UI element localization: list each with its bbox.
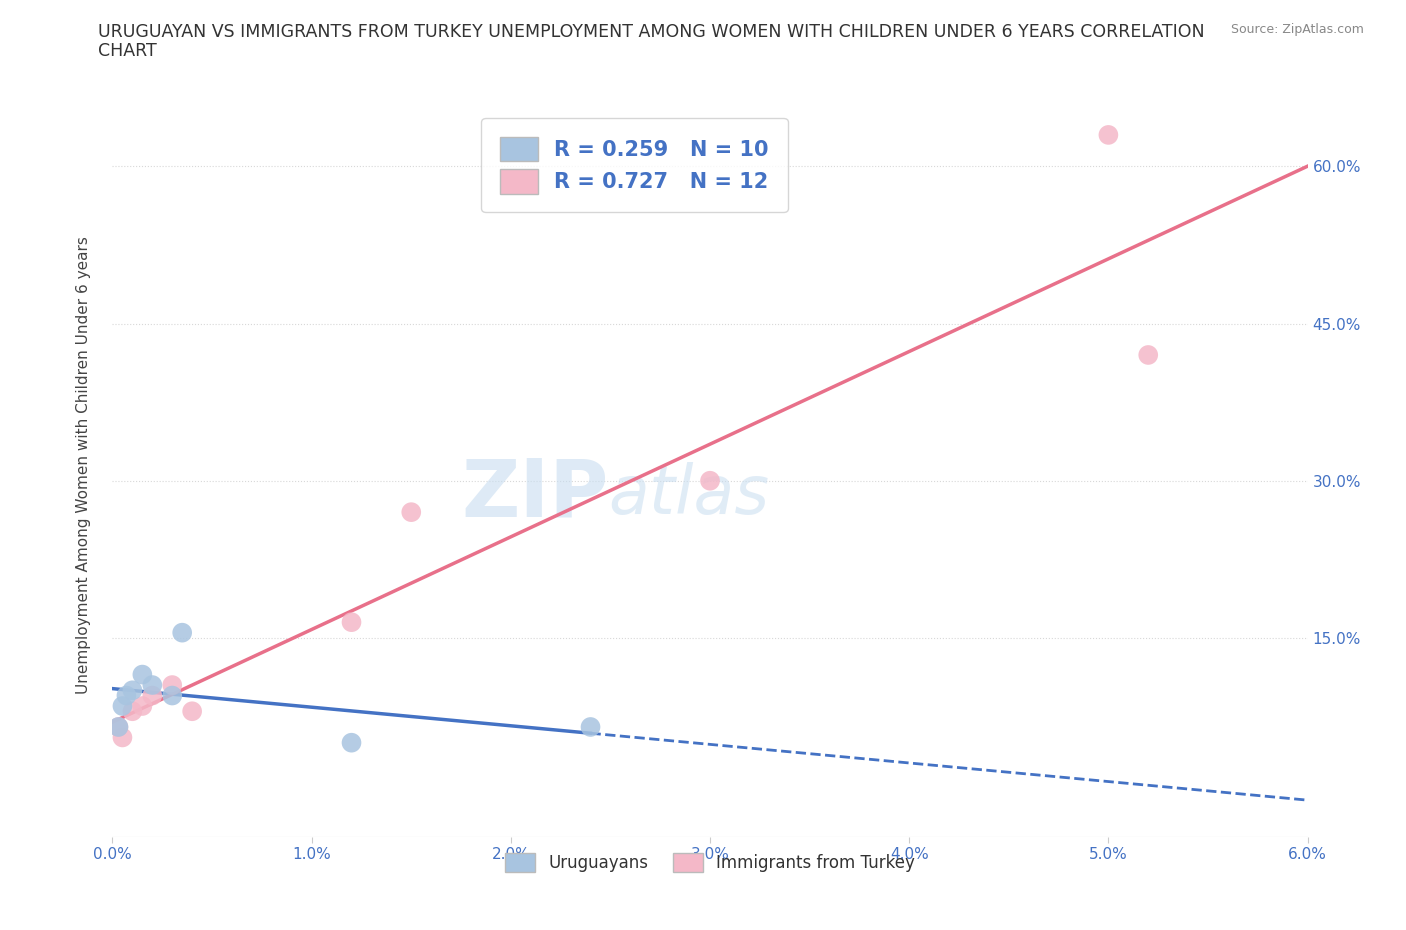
Point <box>131 698 153 713</box>
Y-axis label: Unemployment Among Women with Children Under 6 years: Unemployment Among Women with Children U… <box>76 236 91 694</box>
Point <box>107 720 129 735</box>
Point <box>121 683 143 698</box>
Point <box>141 678 163 693</box>
Point <box>181 704 204 719</box>
Point <box>340 615 363 630</box>
Point <box>172 625 194 640</box>
Point <box>121 704 143 719</box>
Point <box>107 720 129 735</box>
Point <box>162 678 183 693</box>
Point <box>115 688 138 703</box>
Text: ZIP: ZIP <box>461 456 609 534</box>
Text: atlas: atlas <box>609 462 769 527</box>
Point <box>579 720 602 735</box>
Point <box>131 667 153 682</box>
Point <box>111 698 134 713</box>
Point <box>340 736 363 751</box>
Point <box>162 688 183 703</box>
Point <box>699 473 721 488</box>
Text: CHART: CHART <box>98 42 157 60</box>
Point <box>401 505 423 520</box>
Text: URUGUAYAN VS IMMIGRANTS FROM TURKEY UNEMPLOYMENT AMONG WOMEN WITH CHILDREN UNDER: URUGUAYAN VS IMMIGRANTS FROM TURKEY UNEM… <box>98 23 1205 41</box>
Point <box>1137 348 1160 363</box>
Point <box>141 688 163 703</box>
Text: Source: ZipAtlas.com: Source: ZipAtlas.com <box>1230 23 1364 36</box>
Point <box>1097 127 1119 142</box>
Point <box>111 730 134 745</box>
Legend: Uruguayans, Immigrants from Turkey: Uruguayans, Immigrants from Turkey <box>496 844 924 881</box>
